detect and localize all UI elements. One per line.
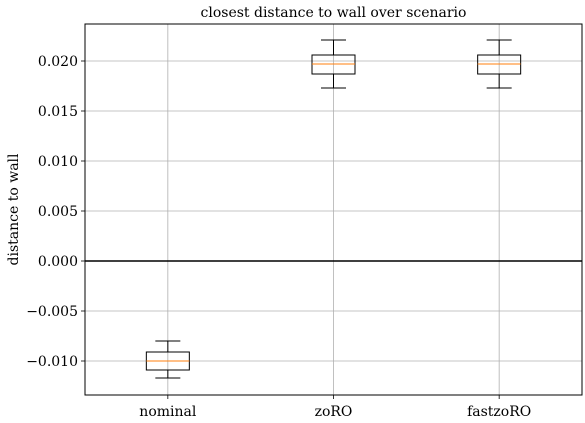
y-tick-label: 0.015: [38, 104, 78, 120]
y-tick-label: 0.020: [38, 54, 78, 70]
chart-title: closest distance to wall over scenario: [201, 5, 467, 21]
boxes: [145, 39, 522, 379]
box-zoRO: [311, 39, 356, 89]
y-tick-label: −0.010: [26, 354, 78, 370]
y-tick-label: 0.005: [38, 204, 78, 220]
ticks: −0.010 −0.005 0.000 0.005 0.010 0.015 0.020 nom…: [26, 54, 531, 420]
box-fastzoRO: [477, 39, 522, 89]
y-tick-label: 0.010: [38, 154, 78, 170]
x-tick-label: zoRO: [315, 404, 353, 420]
plot-frame: [84, 23, 583, 396]
y-tick-label: 0.000: [38, 254, 78, 270]
x-tick-label: fastzoRO: [467, 404, 531, 420]
box-nominal: [145, 340, 190, 379]
x-tick-label: nominal: [139, 404, 197, 420]
y-tick-label: −0.005: [26, 304, 78, 320]
y-axis-label: distance to wall: [6, 153, 22, 266]
